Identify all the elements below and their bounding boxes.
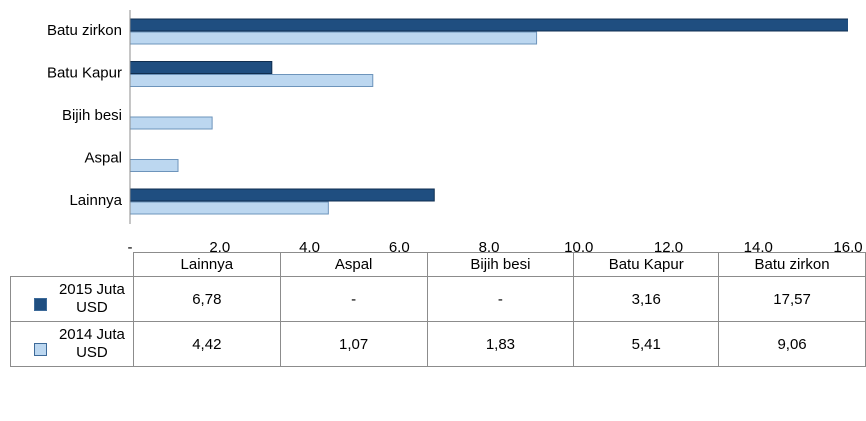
table-cell: - bbox=[426, 276, 575, 322]
table-row: 2014 Juta USD 4,42 1,07 1,83 5,41 9,06 bbox=[10, 321, 866, 367]
x-tick-label: 10,0 bbox=[564, 239, 593, 252]
column-header: Lainnya bbox=[132, 252, 281, 277]
x-tick-label: 14,0 bbox=[744, 239, 773, 252]
column-header: Bijih besi bbox=[426, 252, 575, 277]
bar bbox=[130, 61, 273, 74]
y-tick-label: Batu Kapur bbox=[47, 64, 122, 81]
column-header: Batu Kapur bbox=[573, 252, 720, 277]
table-cell: 4,42 bbox=[132, 321, 281, 367]
x-tick-label: 12,0 bbox=[654, 239, 683, 252]
y-tick-label: Lainnya bbox=[69, 192, 122, 209]
x-tick-label: - bbox=[128, 239, 133, 252]
bar bbox=[130, 201, 329, 215]
row-header: 2015 Juta USD bbox=[10, 276, 134, 322]
table-cell: 3,16 bbox=[573, 276, 720, 322]
row-header: 2014 Juta USD bbox=[10, 321, 134, 367]
table-cell: 6,78 bbox=[132, 276, 281, 322]
table-header-row: Lainnya Aspal Bijih besi Batu Kapur Batu zir… bbox=[10, 252, 866, 277]
x-tick-label: 4,0 bbox=[299, 239, 320, 252]
bar bbox=[130, 188, 435, 202]
x-tick-label: 8,0 bbox=[479, 239, 500, 252]
legend-swatch bbox=[33, 343, 47, 356]
legend-label: 2014 Juta USD bbox=[58, 326, 125, 361]
column-header: Aspal bbox=[279, 252, 428, 277]
table-cell: 5,41 bbox=[573, 321, 720, 367]
table-cell: - bbox=[279, 276, 428, 322]
table-corner bbox=[10, 252, 134, 277]
column-header: Batu zirkon bbox=[718, 252, 866, 277]
table-cell: 1,83 bbox=[426, 321, 575, 367]
y-tick-label: Bijih besi bbox=[62, 107, 122, 124]
bar bbox=[130, 116, 213, 130]
table-cell: 17,57 bbox=[718, 276, 866, 322]
chart: - 2,0 4,0 6,0 8,0 10,0 12,0 14,0 16,0 Lainnya Aspa… bbox=[47, 10, 863, 252]
bar bbox=[130, 31, 538, 45]
plot-area bbox=[130, 18, 848, 215]
data-table: Lainnya Aspal Bijih besi Batu Kapur Batu zir… bbox=[10, 252, 866, 367]
legend-label: 2015 Juta USD bbox=[58, 281, 125, 316]
bar bbox=[130, 159, 179, 172]
x-tick-label: 2,0 bbox=[209, 239, 230, 252]
bar bbox=[130, 18, 848, 32]
bar bbox=[130, 74, 374, 87]
y-tick-label: Batu zirkon bbox=[47, 22, 122, 39]
legend-swatch bbox=[33, 298, 47, 311]
table-row: 2015 Juta USD 6,78- -3,16 17,57 bbox=[10, 276, 866, 322]
table-cell: 1,07 bbox=[279, 321, 428, 367]
y-tick-label: Aspal bbox=[84, 149, 122, 166]
table-cell: 9,06 bbox=[718, 321, 866, 367]
x-tick-label: 16,0 bbox=[833, 239, 862, 252]
x-tick-label: 6,0 bbox=[389, 239, 410, 252]
